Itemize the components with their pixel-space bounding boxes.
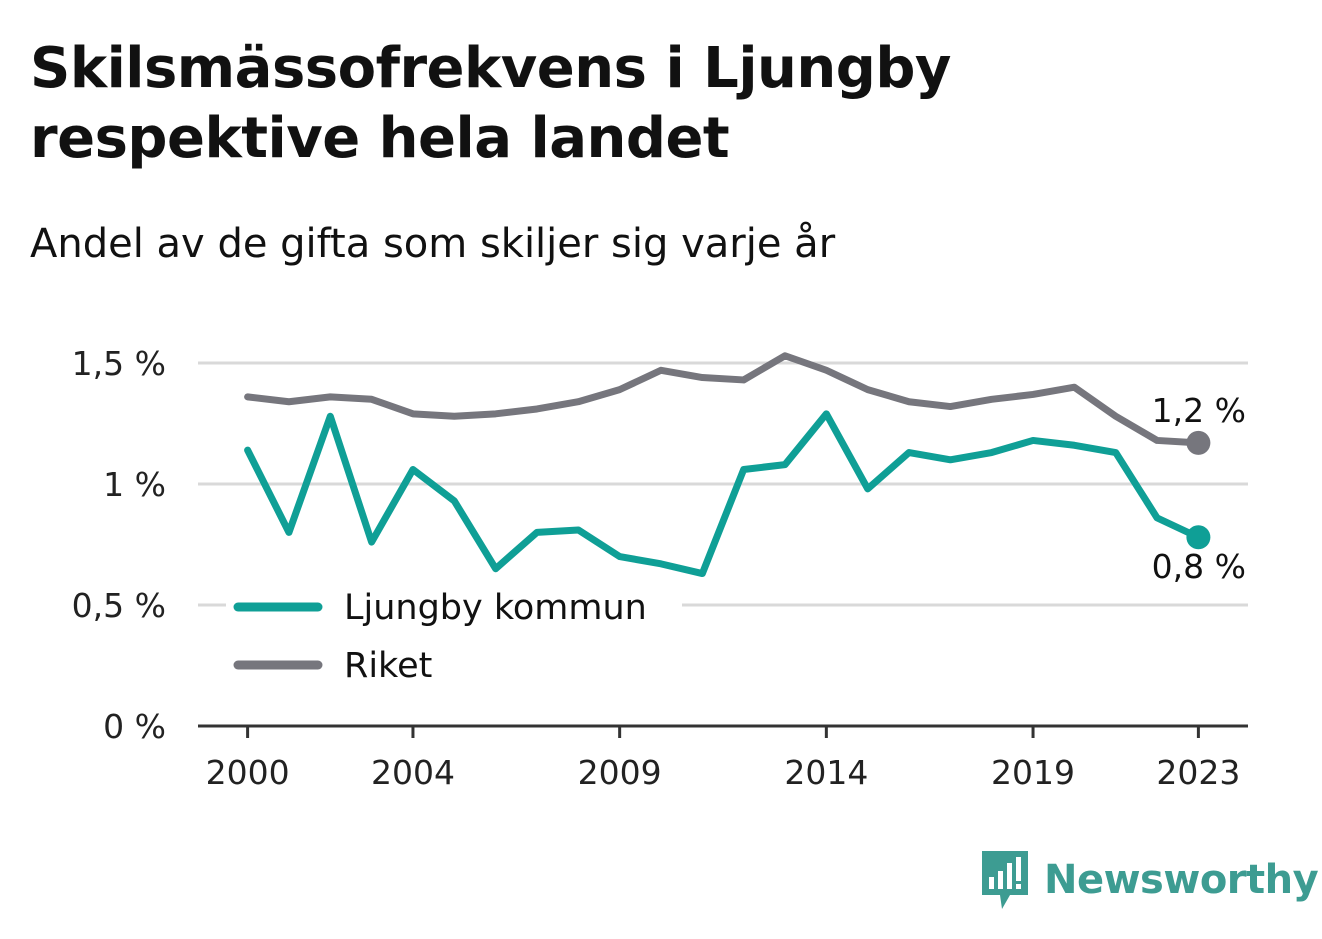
series-end-label-2: 1,2 % <box>1152 391 1246 430</box>
chart-subtitle: Andel av de gifta som skiljer sig varje … <box>30 221 836 267</box>
series-line-1 <box>244 410 1202 578</box>
x-tick-label: 2004 <box>371 753 455 792</box>
x-tick-label: 2014 <box>784 753 868 792</box>
end-labels: 0,8 % 1,2 % <box>1152 391 1246 586</box>
x-tick-label: 2009 <box>578 753 662 792</box>
x-tick-label: 2023 <box>1156 753 1240 792</box>
y-tick-label: 1 % <box>103 465 166 504</box>
y-tick-label: 0 % <box>103 707 166 746</box>
legend-label-2: Riket <box>344 646 432 686</box>
series-end-marker-2 <box>1186 430 1211 455</box>
y-tick-label: 1,5 % <box>72 344 166 383</box>
legend-label-1: Ljungby kommun <box>344 588 647 628</box>
x-tick-label: 2000 <box>206 753 290 792</box>
series-end-marker-1 <box>1186 525 1211 550</box>
series-line-2 <box>244 352 1202 447</box>
legend-background <box>226 579 682 703</box>
axes: 0 % 0,5 % 1 % 1,5 % 2000 2004 2009 2014 2019 2023 <box>72 344 1248 792</box>
chart-title: Skilsmässofrekvens i Ljungby respektive … <box>30 36 951 171</box>
series-lines <box>244 352 1211 578</box>
brand-name: Newsworthy <box>1044 857 1319 903</box>
y-tick-label: 0,5 % <box>72 586 166 625</box>
series-end-label-1: 0,8 % <box>1152 547 1246 586</box>
brand-logo: Newsworthy <box>980 848 1319 912</box>
legend: Ljungby kommun Riket <box>226 579 682 703</box>
bar-chart-speech-bubble-icon <box>982 851 1028 909</box>
x-tick-label: 2019 <box>991 753 1075 792</box>
